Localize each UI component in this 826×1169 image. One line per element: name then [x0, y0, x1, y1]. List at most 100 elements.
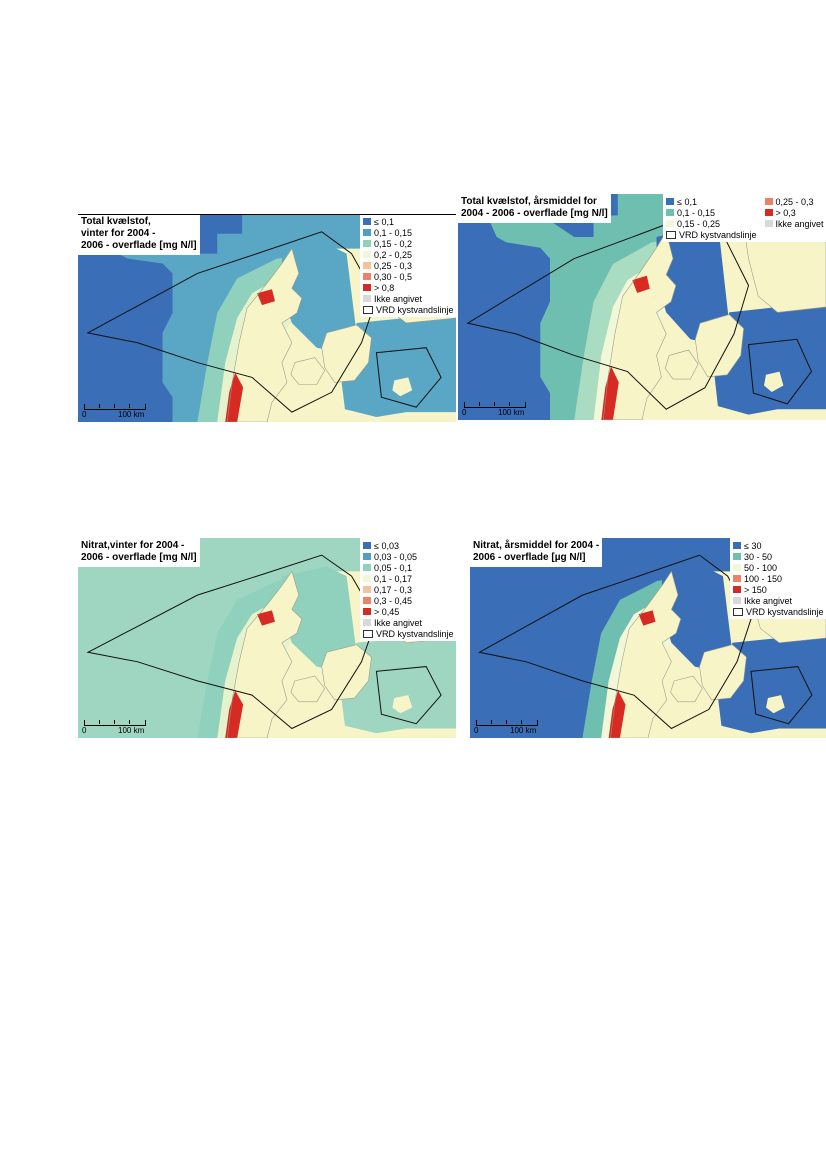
- land-bornholm: [392, 695, 413, 714]
- legend-swatch: [733, 553, 741, 560]
- legend-label: ≤ 0,1: [374, 216, 394, 227]
- kattegat-zone: [281, 566, 357, 672]
- high-value-fjord: [257, 289, 275, 306]
- map-legend: ≤ 0,03 0,03 - 0,05 0,05 - 0,1 0,1 - 0,17 0,1…: [360, 538, 456, 641]
- legend-item: VRD kystvandslinje: [363, 628, 454, 639]
- high-value-coast: [225, 690, 244, 738]
- legend-swatch: [363, 564, 371, 571]
- legend-label: VRD kystvandslinje: [746, 606, 824, 617]
- land-bornholm: [766, 695, 785, 714]
- legend-item: Ikke angivet: [363, 617, 454, 628]
- legend-item: 0,05 - 0,1: [363, 562, 454, 573]
- high-value-coast: [608, 690, 626, 738]
- land-bornholm: [392, 377, 413, 397]
- high-value-fjord: [638, 610, 656, 626]
- legend-item: 0,2 - 0,25: [363, 249, 454, 260]
- legend-swatch: [363, 553, 371, 560]
- north-sea-zone: [458, 194, 826, 420]
- map-title-line: Nitrat, årsmiddel for 2004 -: [473, 540, 600, 551]
- legend-label: 0,25 - 0,3: [374, 260, 413, 271]
- north-sea-zone: [470, 538, 826, 738]
- legend-item: > 150: [733, 584, 824, 595]
- legend-item: > 0,8: [363, 282, 454, 293]
- open-sea-zone: [78, 538, 243, 738]
- high-value-fjord: [257, 610, 275, 626]
- land-funen: [290, 676, 325, 702]
- legend-item: 50 - 100: [733, 562, 824, 573]
- scale-bar: 0 100 km: [462, 402, 534, 418]
- legend-item: > 0,45: [363, 606, 454, 617]
- legend-label: ≤ 0,03: [374, 540, 399, 551]
- legend-swatch: [363, 305, 373, 314]
- land-zealand: [321, 644, 372, 700]
- legend-item: 0,1 - 0,15: [363, 227, 454, 238]
- scale-bar: 0 100 km: [82, 720, 154, 736]
- map-title-line: 2006 - overflade [mg N/l]: [81, 240, 197, 251]
- land-bornholm: [764, 371, 784, 393]
- land-jutland: [227, 571, 302, 738]
- scale-label-zero: 0: [82, 726, 87, 735]
- land-germany: [622, 398, 826, 420]
- land-funen: [670, 676, 703, 702]
- scale-label-zero: 0: [474, 726, 479, 735]
- legend-label: VRD kystvandslinje: [679, 229, 757, 240]
- map-nitrate-winter: Nitrat,vinter for 2004 -2006 - overflade…: [78, 538, 456, 738]
- scale-label-distance: 100 km: [510, 726, 537, 735]
- legend-item: ≤ 0,1: [666, 196, 757, 207]
- legend-label: Ikke angivet: [374, 293, 423, 304]
- legend-item: 0,15 - 0,25: [666, 218, 757, 229]
- legend-label: 0,2 - 0,25: [374, 249, 413, 260]
- legend-swatch: [666, 209, 674, 216]
- legend-item: 0,25 - 0,3: [363, 260, 454, 271]
- land-germany: [247, 402, 456, 422]
- scale-label-zero: 0: [82, 410, 87, 419]
- legend-label: 0,1 - 0,17: [374, 573, 413, 584]
- scale-bar: 0 100 km: [82, 404, 154, 420]
- land-funen: [665, 350, 699, 380]
- map-title: Total kvælstof, årsmiddel for 2004 - 2006…: [458, 194, 611, 223]
- legend-swatch: [363, 240, 371, 247]
- scale-label-distance: 100 km: [498, 408, 525, 417]
- legend-label: > 0,3: [775, 207, 796, 218]
- legend-item: 100 - 150: [733, 573, 824, 584]
- vrd-coastline-boundary: [468, 213, 749, 409]
- kattegat-zone: [662, 566, 733, 672]
- map-title: Nitrat, årsmiddel for 2004 -2006 - overf…: [470, 538, 603, 567]
- legend-swatch: [764, 198, 773, 205]
- legend-swatch: [733, 597, 741, 604]
- scale-bar: 0 100 km: [474, 720, 546, 736]
- north-sea-zone: [78, 214, 456, 422]
- legend-label: 30 - 50: [744, 551, 773, 562]
- legend-item: ≤ 0,1: [363, 216, 454, 227]
- vrd-bornholm-boundary: [751, 667, 812, 724]
- open-sea-zone: [470, 538, 625, 738]
- map-title-line: 2006 - overflade [µg N/l]: [473, 552, 586, 563]
- open-sea-zone: [78, 214, 243, 422]
- legend-label: Ikke angivet: [374, 617, 423, 628]
- legend-item: 0,30 - 0,5: [363, 271, 454, 282]
- legend-swatch: [363, 284, 371, 291]
- scale-label-zero: 0: [462, 408, 467, 417]
- legend-item: 0,25 - 0,3: [764, 196, 824, 207]
- legend-item: 0,1 - 0,17: [363, 573, 454, 584]
- map-legend: ≤ 0,1 0,25 - 0,3 0,1 - 0,15 > 0,3 0,15 - 0,2…: [663, 194, 826, 242]
- vrd-coastline-boundary: [479, 555, 751, 728]
- map-title-line: 2006 - overflade [mg N/l]: [81, 552, 197, 563]
- legend-swatch: [363, 619, 371, 626]
- legend-item: VRD kystvandslinje: [666, 229, 757, 240]
- legend-label: > 0,8: [374, 282, 395, 293]
- legend-swatch: [363, 575, 371, 582]
- legend-label: 0,17 - 0,3: [374, 584, 413, 595]
- legend-swatch: [764, 209, 773, 216]
- vrd-coastline-boundary: [88, 555, 376, 728]
- panel-top-rule: [78, 214, 456, 215]
- vrd-bornholm-boundary: [376, 348, 441, 407]
- legend-label: ≤ 0,1: [677, 196, 697, 207]
- legend-swatch: [733, 542, 741, 549]
- legend-item: 0,3 - 0,45: [363, 595, 454, 606]
- map-legend: ≤ 30 30 - 50 50 - 100 100 - 150 > 150 Ikke an…: [730, 538, 826, 619]
- legend-label: Ikke angivet: [775, 218, 824, 229]
- scale-label-distance: 100 km: [118, 726, 145, 735]
- legend-swatch: [363, 218, 371, 225]
- legend-swatch: [666, 198, 674, 205]
